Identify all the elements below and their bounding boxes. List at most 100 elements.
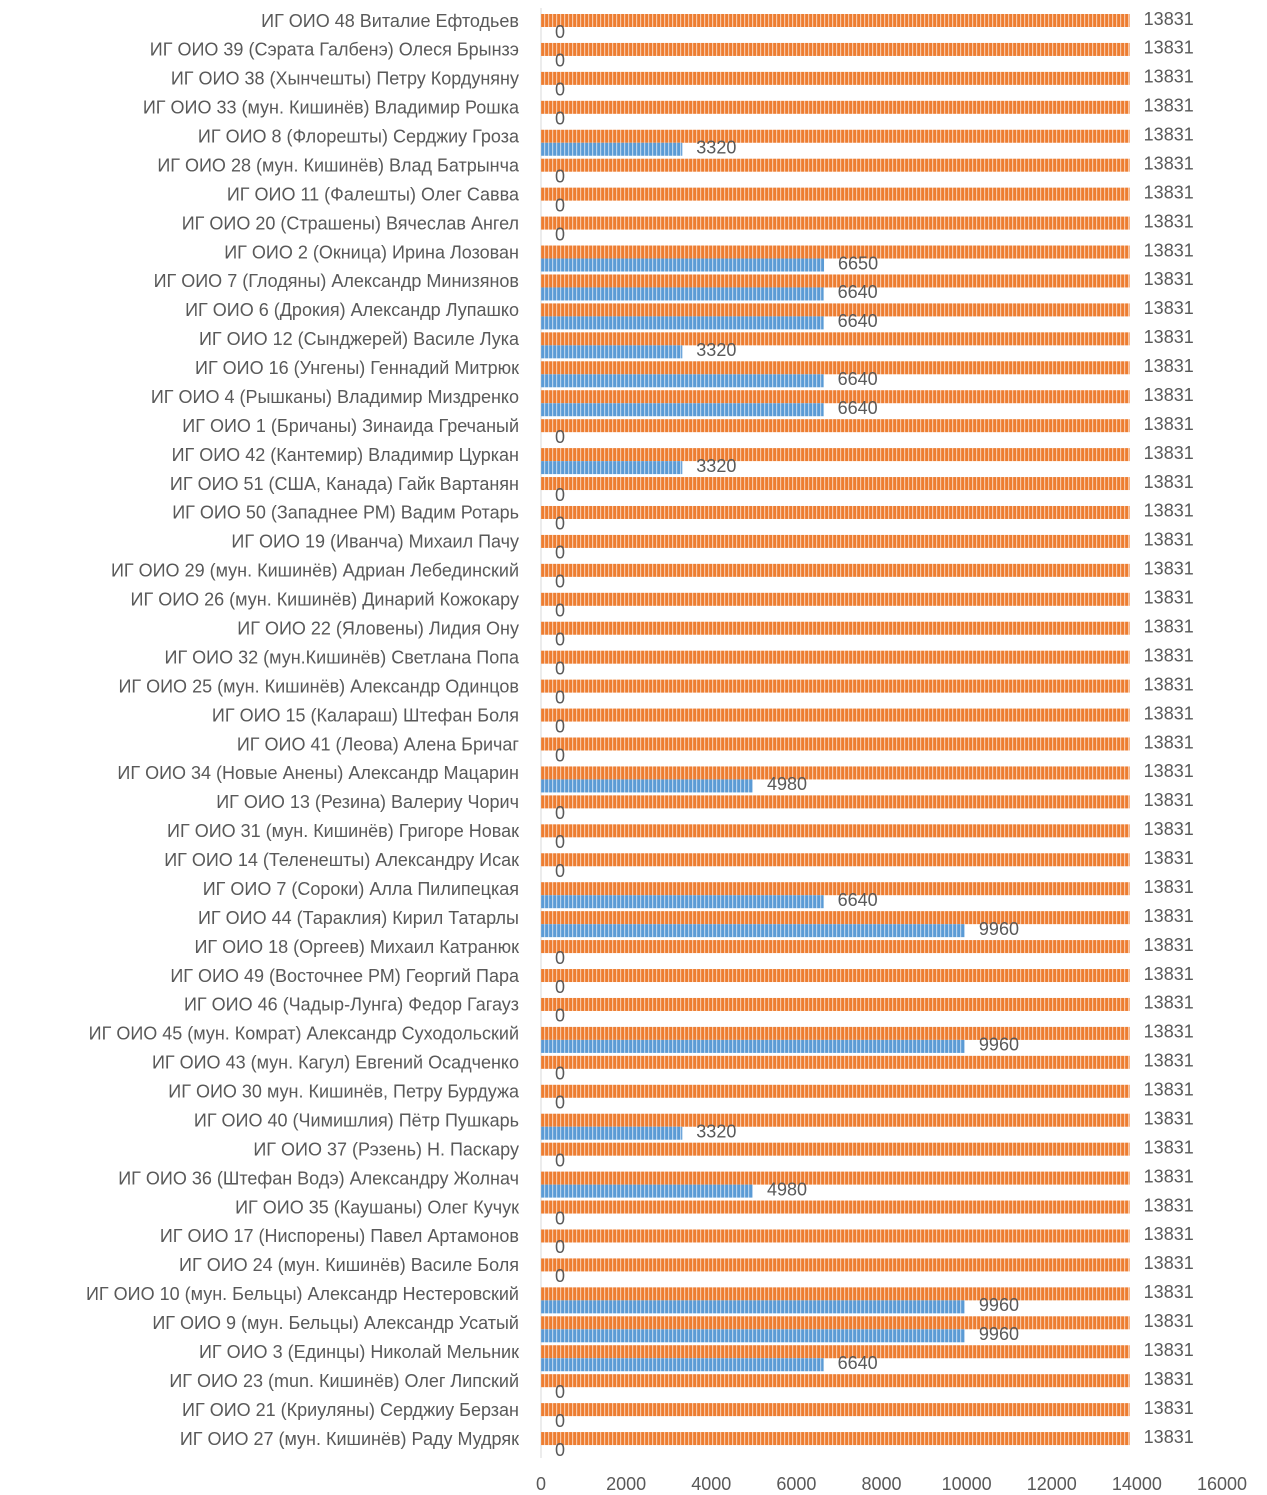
bar [541,316,824,330]
data-label: 0 [555,109,565,129]
data-label: 0 [555,572,565,592]
bar [541,245,1130,259]
y-tick-label: ИГ ОИО 9 (мун. Бельцы) Александр Усатый [152,1313,519,1333]
data-label: 13831 [1144,1311,1194,1331]
bar [541,448,1130,462]
data-label: 13831 [1144,125,1194,145]
y-tick-label: ИГ ОИО 36 (Штефан Водэ) Александру Жолна… [118,1168,519,1188]
x-tick-label: 8000 [861,1474,901,1494]
y-tick-label: ИГ ОИО 38 (Хынчешты) Петру Кордуняну [171,69,519,89]
bar [541,129,1130,143]
x-tick-label: 14000 [1112,1474,1162,1494]
y-tick-label: ИГ ОИО 39 (Сэрата Галбенэ) Олеся Брынзэ [150,40,519,60]
bar [541,997,1130,1011]
data-label: 13831 [1144,645,1194,665]
y-tick-label: ИГ ОИО 11 (Фалешты) Олег Савва [227,184,520,204]
bar [541,1055,1130,1069]
bar [541,650,1130,664]
data-label: 0 [555,22,565,42]
data-label: 13831 [1144,414,1194,434]
data-label: 13831 [1144,935,1194,955]
y-tick-label: ИГ ОИО 21 (Криуляны) Серджиу Берзан [182,1400,519,1420]
bar [541,287,824,301]
bar [541,403,824,417]
bar [541,853,1130,867]
data-label: 0 [555,51,565,71]
bar [541,1345,1130,1359]
data-label: 0 [555,832,565,852]
y-tick-label: ИГ ОИО 43 (мун. Кагул) Евгений Осадченко [152,1053,519,1073]
y-tick-label: ИГ ОИО 31 (мун. Кишинёв) Григоре Новак [167,821,519,841]
data-label: 0 [555,658,565,678]
data-label: 13831 [1144,1080,1194,1100]
data-label: 9960 [979,1035,1019,1055]
data-label: 13831 [1144,298,1194,318]
bar [541,390,1130,404]
bar [541,505,1130,519]
data-label: 4980 [767,1179,807,1199]
x-tick-label: 0 [536,1474,546,1494]
data-label: 13831 [1144,182,1194,202]
bar [541,766,1130,780]
data-label: 13831 [1144,877,1194,897]
data-label: 0 [555,716,565,736]
bar [541,361,1130,375]
bar [541,1142,1130,1156]
data-label: 6640 [838,282,878,302]
y-tick-label: ИГ ОИО 27 (мун. Кишинёв) Раду Мудряк [180,1429,519,1449]
data-label: 0 [555,1382,565,1402]
data-label: 9960 [979,919,1019,939]
bar [541,142,683,156]
y-tick-label: ИГ ОИО 12 (Сынджерей) Василе Лука [199,329,520,349]
data-label: 13831 [1144,356,1194,376]
y-tick-label: ИГ ОИО 45 (мун. Комрат) Александр Суходо… [89,1024,519,1044]
bar [541,534,1130,548]
data-label: 13831 [1144,67,1194,87]
x-tick-label: 6000 [776,1474,816,1494]
bar [541,1432,1130,1446]
data-label: 3320 [696,138,736,158]
x-tick-label: 10000 [942,1474,992,1494]
bar [541,187,1130,201]
y-tick-label: ИГ ОИО 3 (Единцы) Николай Мельник [199,1342,519,1362]
y-tick-label: ИГ ОИО 28 (мун. Кишинёв) Влад Батрынча [157,155,520,175]
bar [541,895,824,909]
y-tick-label: ИГ ОИО 26 (мун. Кишинёв) Динарий Кожокар… [131,590,519,610]
y-tick-label: ИГ ОИО 46 (Чадыр-Лунга) Федор Гагауз [184,995,519,1015]
data-label: 13831 [1144,1195,1194,1215]
data-label: 13831 [1144,1022,1194,1042]
data-label: 0 [555,861,565,881]
data-label: 13831 [1144,1369,1194,1389]
data-label: 13831 [1144,674,1194,694]
data-label: 13831 [1144,501,1194,521]
bar [541,1358,824,1372]
bar [541,592,1130,606]
y-tick-label: ИГ ОИО 37 (Рэзень) Н. Паскару [253,1139,519,1159]
y-tick-label: ИГ ОИО 17 (Ниспорены) Павел Артамонов [160,1226,519,1246]
data-label: 13831 [1144,906,1194,926]
y-tick-label: ИГ ОИО 19 (Иванча) Михаил Пачу [231,532,519,552]
data-label: 0 [555,687,565,707]
data-label: 13831 [1144,819,1194,839]
y-tick-label: ИГ ОИО 22 (Яловены) Лидия Ону [237,618,519,638]
data-label: 6650 [838,253,878,273]
data-label: 13831 [1144,588,1194,608]
bar [541,621,1130,635]
data-label: 0 [555,948,565,968]
bar [541,1258,1130,1272]
x-tick-label: 2000 [606,1474,646,1494]
bar [541,737,1130,751]
y-tick-label: ИГ ОИО 7 (Глодяны) Александр Минизянов [154,271,519,291]
bar [541,1403,1130,1417]
y-tick-label: ИГ ОИО 20 (Страшены) Вячеслав Ангел [182,213,519,233]
bar [541,1171,1130,1185]
data-label: 13831 [1144,530,1194,550]
bar [541,419,1130,433]
bar [541,882,1130,896]
data-label: 13831 [1144,472,1194,492]
y-tick-label: ИГ ОИО 10 (мун. Бельцы) Александр Нестер… [86,1284,519,1304]
bar [541,14,1130,27]
data-label: 3320 [696,340,736,360]
bar [541,1039,965,1053]
data-label: 6640 [838,890,878,910]
